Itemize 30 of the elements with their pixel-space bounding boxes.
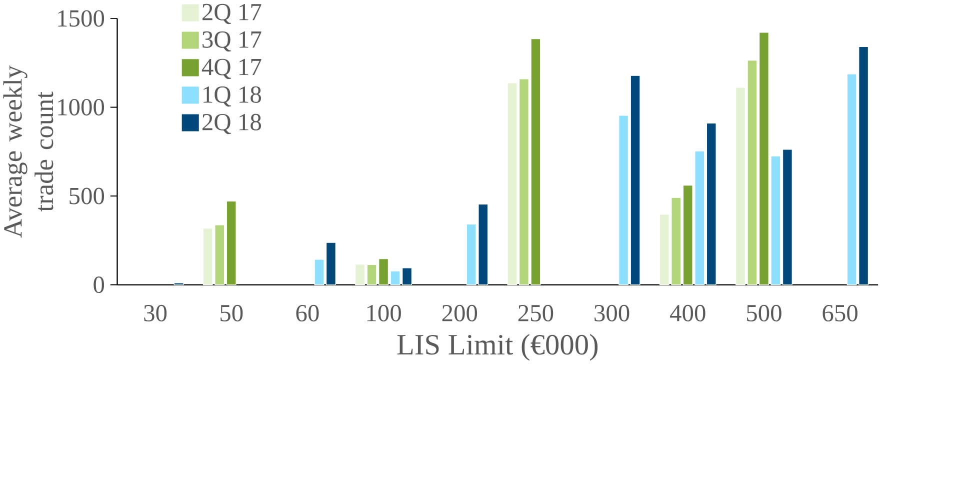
bar bbox=[782, 149, 792, 286]
y-tick-label: 1500 bbox=[58, 10, 104, 27]
x-tick-label: 300 bbox=[594, 305, 630, 322]
y-tick-label: 500 bbox=[70, 188, 104, 204]
legend-label: 1Q 18 bbox=[204, 86, 261, 107]
y-tick-label: 0 bbox=[94, 276, 104, 294]
legend-label: 2Q 17 bbox=[202, 4, 262, 24]
bar bbox=[618, 115, 628, 286]
bar bbox=[326, 242, 336, 286]
legend-label: 2Q 18 bbox=[202, 114, 261, 134]
y-tick-label: 1000 bbox=[58, 99, 104, 116]
bar bbox=[706, 123, 716, 286]
x-tick-label: 250 bbox=[518, 305, 554, 322]
legend-label: 3Q 17 bbox=[202, 32, 262, 52]
bar bbox=[507, 82, 518, 286]
x-tick-label: 200 bbox=[442, 305, 478, 322]
x-tick-label: 50 bbox=[220, 305, 243, 322]
x-tick-label: 400 bbox=[670, 305, 706, 322]
x-tick-label: 30 bbox=[144, 305, 167, 322]
legend-label: 4Q 17 bbox=[202, 59, 262, 80]
y-axis-title: Average weekly trade count bbox=[3, 66, 54, 238]
x-tick-label: 500 bbox=[747, 305, 782, 322]
bar bbox=[630, 76, 640, 286]
x-tick-label: 100 bbox=[367, 305, 401, 322]
x-tick-label: 60 bbox=[296, 305, 319, 322]
bar bbox=[314, 259, 324, 286]
x-tick-label: 650 bbox=[822, 305, 858, 322]
x-axis-title: LIS Limit (€000) bbox=[397, 334, 598, 361]
bar bbox=[355, 264, 365, 286]
bar bbox=[226, 201, 236, 286]
